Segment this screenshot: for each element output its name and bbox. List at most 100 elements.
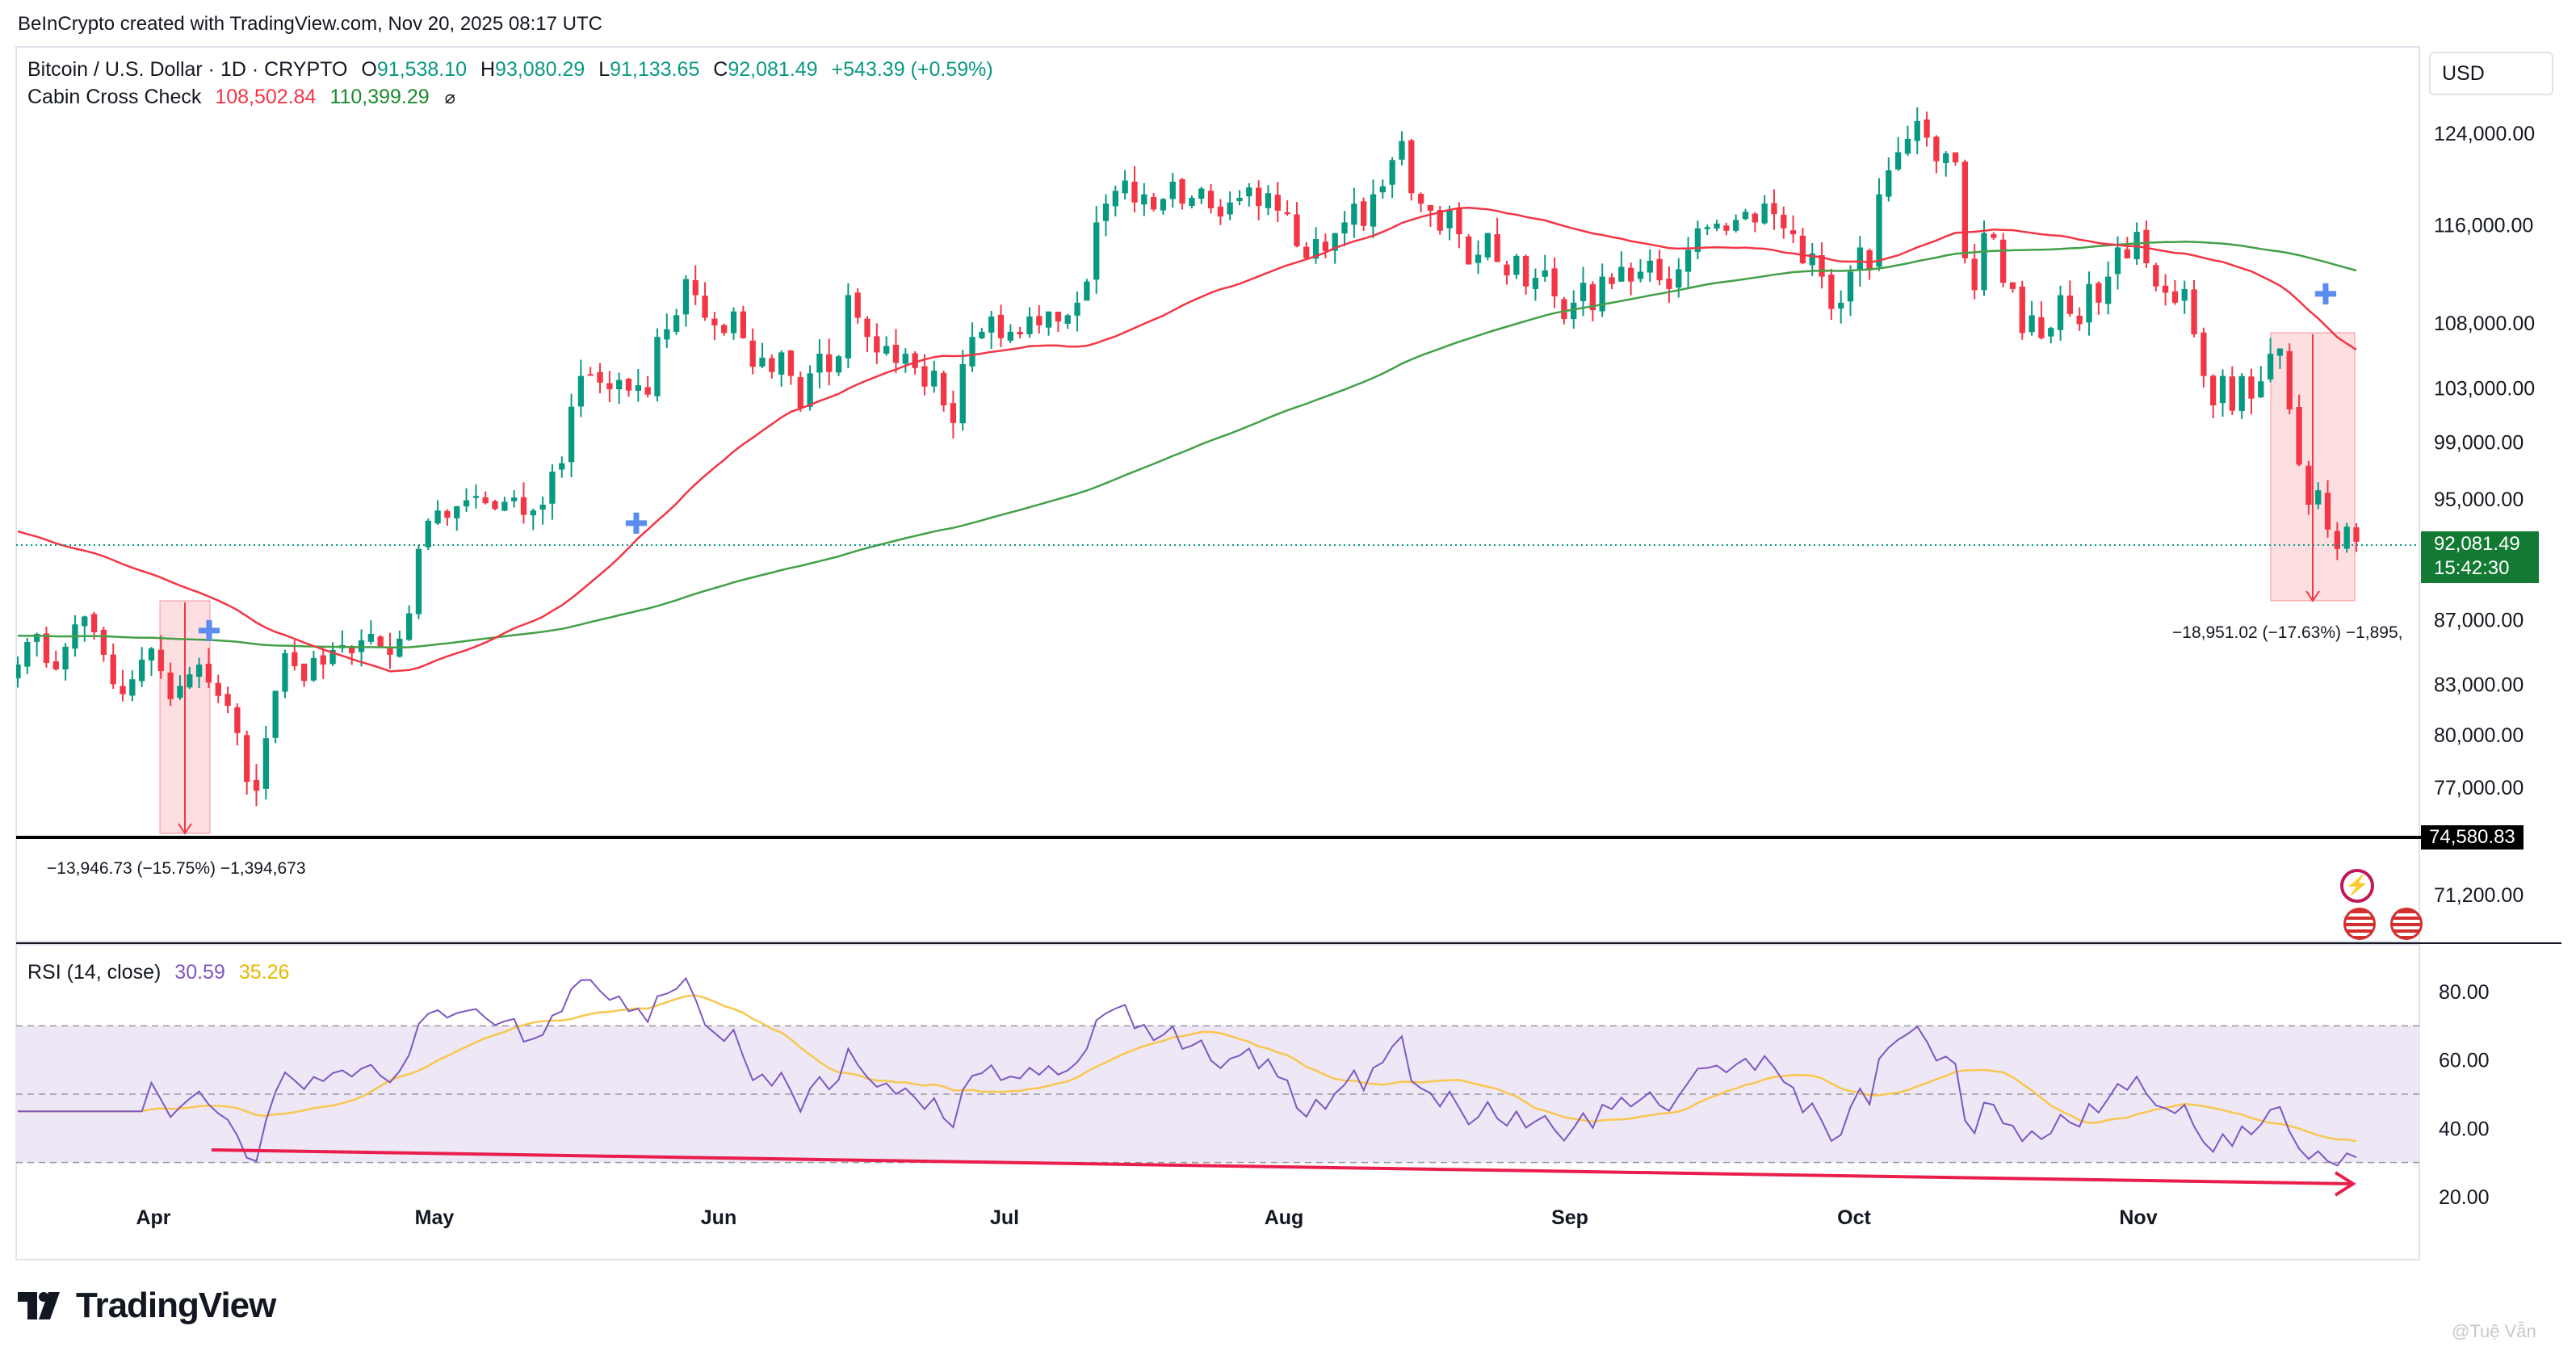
candle-body <box>1236 197 1243 202</box>
rsi-divergence-arrowhead <box>2334 1171 2356 1197</box>
candle-body <box>1542 270 1548 277</box>
candle-body <box>24 641 31 667</box>
candle-body <box>82 616 88 627</box>
candle-body <box>769 358 775 372</box>
price-tick-label: 116,000.00 <box>2434 214 2533 237</box>
candle-body <box>100 629 107 655</box>
indicator-name[interactable]: Cabin Cross Check <box>27 86 202 108</box>
candle-body <box>444 510 451 518</box>
candle-body <box>2324 493 2331 530</box>
candle-body <box>262 738 269 789</box>
candle-body <box>234 707 241 733</box>
candle-body <box>492 501 498 510</box>
candle-body <box>1294 214 1300 246</box>
candle-body <box>501 501 508 511</box>
candle-body <box>1389 160 1395 185</box>
currency-button[interactable]: USD <box>2429 52 2553 95</box>
candle-body <box>797 377 803 409</box>
candle-body <box>2096 283 2102 303</box>
last-price-value: 92,081.49 <box>2434 533 2520 555</box>
candle-body <box>1246 187 1252 197</box>
candle-body <box>1999 239 2007 283</box>
tradingview-logo[interactable]: TradingView <box>18 1286 276 1326</box>
candle-body <box>1303 246 1310 258</box>
time-axis[interactable]: Apr May Jun Jul Aug Sep Oct Nov <box>136 1206 2157 1229</box>
symbol-name[interactable]: Bitcoin / U.S. Dollar · 1D · CRYPTO <box>27 58 348 81</box>
candle-body <box>2162 285 2169 293</box>
candle-body <box>597 371 603 383</box>
candle-body <box>472 496 480 498</box>
rsi-ma-value: 35.26 <box>238 961 290 984</box>
candle-body <box>1399 141 1405 160</box>
candle-body <box>1847 271 1854 302</box>
candle-body <box>787 350 795 376</box>
candle-body <box>1924 119 1930 138</box>
candle-body <box>1904 138 1911 154</box>
candle-body <box>463 500 470 507</box>
candle-body <box>1265 193 1272 208</box>
candle-body <box>1475 254 1482 263</box>
candle-body <box>826 354 833 372</box>
candle-body <box>1198 188 1205 199</box>
candle-body <box>1761 203 1768 224</box>
candle-body <box>1074 302 1080 316</box>
candle-body <box>1656 258 1663 281</box>
candle-body <box>2315 490 2322 505</box>
candles <box>16 107 2360 807</box>
candle-body <box>1876 194 1882 267</box>
rsi-name[interactable]: RSI (14, close) <box>27 961 162 984</box>
rsi-divergence-line[interactable] <box>211 1148 2352 1185</box>
candle-body <box>1351 203 1357 225</box>
candle-body <box>272 690 279 738</box>
rsi-legend: RSI (14, close) 30.59 35.26 <box>27 961 289 984</box>
candle-body <box>2019 286 2025 334</box>
candle-body <box>148 648 155 661</box>
candle-body <box>1026 316 1033 334</box>
month-label: Jun <box>701 1206 736 1229</box>
candle-body <box>1504 264 1510 276</box>
measure-arrowhead-november <box>2305 590 2320 602</box>
candle-body <box>1733 220 1739 231</box>
watermark: @Tuệ Vẫn <box>2452 1321 2536 1341</box>
candle-body <box>177 686 183 698</box>
candle-body <box>187 674 193 688</box>
event-us-flag-icon[interactable] <box>2343 908 2376 940</box>
indicator-value-slow: 110,399.29 <box>329 86 430 108</box>
price-axis[interactable]: 124,000.00 116,000.00 108,000.00 103,000.00… <box>2434 123 2535 907</box>
candle-body <box>157 649 164 672</box>
candle-body <box>367 634 375 642</box>
candle-body <box>530 510 536 516</box>
candle-body <box>215 682 221 696</box>
candle-body <box>1494 234 1500 262</box>
candle-body <box>310 657 317 681</box>
candle-body <box>1809 253 1815 266</box>
candle-body <box>1971 258 1978 291</box>
candle-body <box>1627 267 1634 282</box>
tradingview-logo-text: TradingView <box>76 1286 276 1325</box>
measure-label-april: −13,946.73 (−15.75%) −1,394,673 <box>47 859 306 878</box>
measure-label-november: −18,951.02 (−17.63%) −1,895, <box>2172 623 2403 642</box>
candle-body <box>988 316 995 333</box>
candle-body <box>635 385 641 391</box>
candle-body <box>1513 255 1520 275</box>
candle-body <box>1284 212 1290 215</box>
rsi-tick-label: 60.00 <box>2439 1050 2490 1072</box>
indicator-hide-icon[interactable]: ⌀ <box>444 87 455 107</box>
candle-body <box>892 344 900 363</box>
candle-body <box>2210 375 2217 405</box>
candle-body <box>692 279 699 296</box>
price-tick-label: 71,200.00 <box>2434 884 2524 907</box>
candle-body <box>2076 315 2083 325</box>
candle-body <box>2028 315 2035 333</box>
candle-body <box>1408 140 1415 194</box>
candle-body <box>482 497 489 504</box>
rsi-axis: 80.00 60.00 40.00 20.00 <box>2439 981 2490 1209</box>
event-us-flag-icon-2[interactable] <box>2390 908 2423 940</box>
candle-body <box>1055 311 1062 322</box>
ohlc-low: 91,133.65 <box>610 58 700 81</box>
candle-body <box>195 664 203 678</box>
event-lightning-icon[interactable]: ⚡ <box>2340 869 2374 903</box>
candle-body <box>1981 233 1987 291</box>
candle-body <box>2057 295 2064 330</box>
